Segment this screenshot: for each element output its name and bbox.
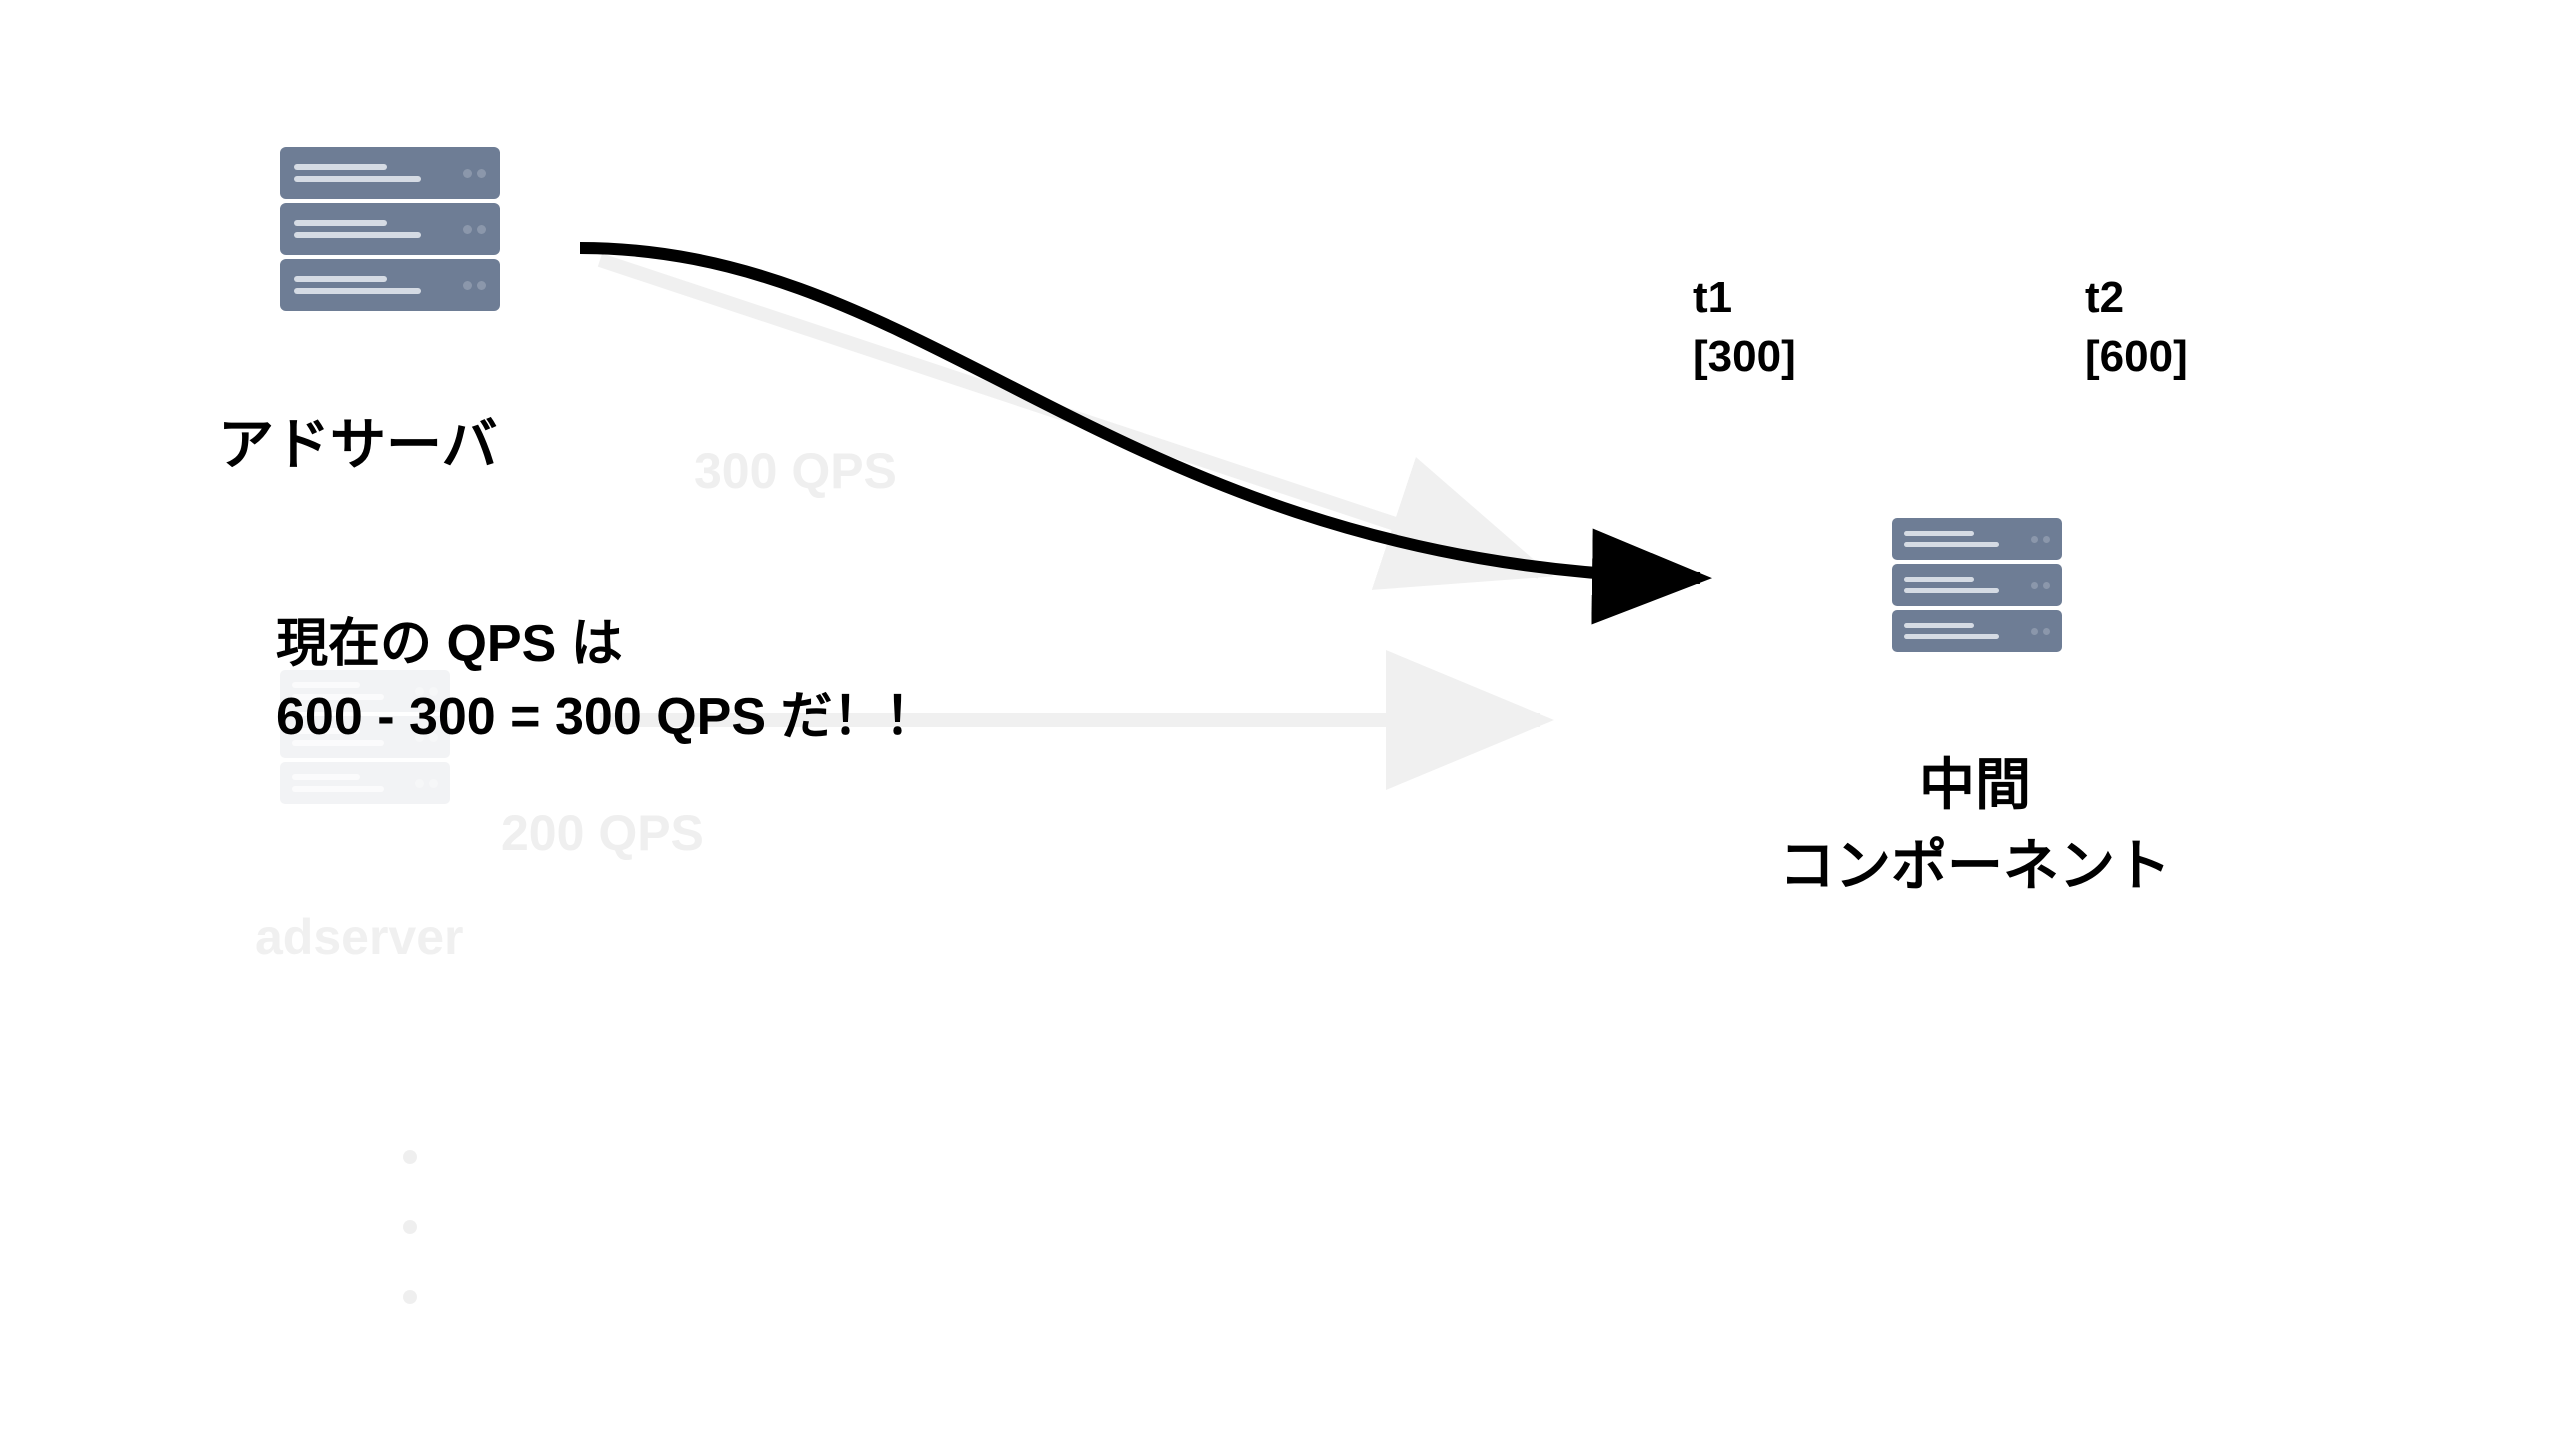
qps-label-300: 300 QPS: [694, 442, 897, 500]
arrow-faded-1: [600, 260, 1540, 572]
adserver-faded-label: adserver: [255, 908, 464, 966]
arrow-main: [580, 248, 1700, 578]
adserver-label: アドサーバ: [218, 400, 497, 481]
calculation-text: 現在の QPS は 600 - 300 = 300 QPS だ！！: [276, 608, 936, 754]
server-icon-middle: [1892, 518, 2062, 652]
vertical-dots: [403, 1150, 417, 1304]
time-marker-t1: t1 [300]: [1693, 268, 1796, 387]
middle-component-label: 中間 コンポーネント: [1705, 740, 2245, 902]
server-icon-adserver: [280, 147, 500, 311]
qps-label-200: 200 QPS: [501, 804, 704, 862]
time-marker-t2: t2 [600]: [2085, 268, 2188, 387]
